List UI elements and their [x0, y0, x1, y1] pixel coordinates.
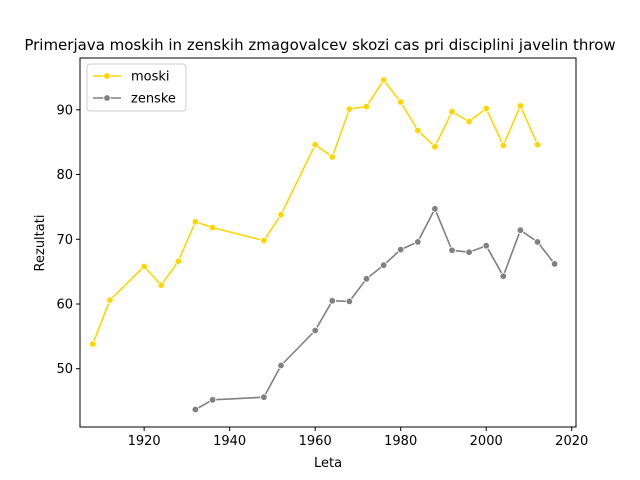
x-axis: 1920 1940 1960 1980 2000 2020	[128, 427, 588, 449]
series-layer	[89, 76, 559, 414]
data-point-zenske	[379, 261, 388, 269]
data-point-moski	[499, 141, 507, 150]
y-tick-label: 90	[56, 103, 73, 118]
data-point-zenske	[516, 226, 525, 234]
data-point-moski	[431, 142, 439, 151]
data-point-zenske	[550, 260, 559, 268]
data-point-moski	[448, 107, 456, 116]
legend-label-moski: moski	[131, 70, 170, 85]
data-point-moski	[277, 210, 285, 219]
legend: moski zenske	[86, 63, 187, 112]
y-tick-label: 50	[56, 362, 73, 377]
data-point-moski	[379, 76, 388, 84]
data-point-moski	[106, 296, 114, 304]
x-tick-label: 2020	[555, 434, 588, 449]
data-point-moski	[311, 140, 319, 149]
data-point-moski	[345, 105, 354, 113]
data-point-moski	[191, 218, 200, 226]
data-point-zenske	[260, 393, 268, 401]
data-point-moski	[208, 223, 217, 232]
data-point-moski	[414, 126, 422, 135]
data-point-zenske	[328, 297, 336, 305]
legend-marker-moski	[103, 72, 111, 80]
data-point-moski	[482, 104, 490, 113]
data-point-moski	[174, 257, 182, 265]
x-tick-label: 1960	[299, 434, 332, 449]
plot-area	[79, 57, 577, 428]
x-tick-label: 2000	[470, 434, 503, 449]
data-point-zenske	[465, 248, 473, 256]
y-tick-label: 60	[56, 298, 73, 313]
y-axis-label: Rezultati	[33, 215, 48, 272]
data-point-moski	[465, 117, 473, 126]
axes-frame	[79, 57, 577, 428]
data-point-zenske	[362, 275, 371, 283]
chart-title: Primerjava moskih in zenskih zmagovalcev…	[24, 36, 615, 54]
data-point-moski	[397, 98, 405, 106]
legend-marker-zenske	[103, 94, 111, 102]
series-moski	[89, 76, 542, 348]
y-axis: 50 60 70 80 90	[56, 103, 80, 377]
data-point-moski	[516, 102, 525, 110]
data-point-moski	[328, 153, 336, 161]
data-point-zenske	[414, 238, 422, 246]
data-point-moski	[140, 262, 148, 271]
data-point-moski	[157, 281, 165, 289]
data-point-moski	[89, 340, 97, 348]
data-point-zenske	[499, 272, 507, 280]
data-point-zenske	[533, 238, 542, 246]
series-zenske	[191, 205, 559, 414]
x-tick-label: 1920	[128, 434, 161, 449]
data-point-zenske	[345, 297, 354, 306]
data-point-zenske	[482, 241, 490, 250]
data-point-zenske	[448, 246, 456, 254]
x-axis-label: Leta	[314, 456, 342, 471]
data-point-zenske	[191, 405, 200, 414]
x-tick-label: 1940	[213, 434, 246, 449]
data-point-zenske	[208, 396, 217, 404]
data-point-zenske	[431, 205, 439, 213]
y-tick-label: 70	[56, 233, 73, 248]
data-point-zenske	[277, 361, 285, 370]
data-point-moski	[362, 102, 371, 111]
data-point-moski	[260, 236, 268, 245]
data-point-zenske	[397, 245, 405, 254]
data-point-moski	[533, 140, 542, 149]
y-tick-label: 80	[56, 168, 73, 183]
x-tick-label: 1980	[384, 434, 417, 449]
legend-label-zenske: zenske	[131, 92, 176, 107]
data-point-zenske	[311, 326, 319, 335]
